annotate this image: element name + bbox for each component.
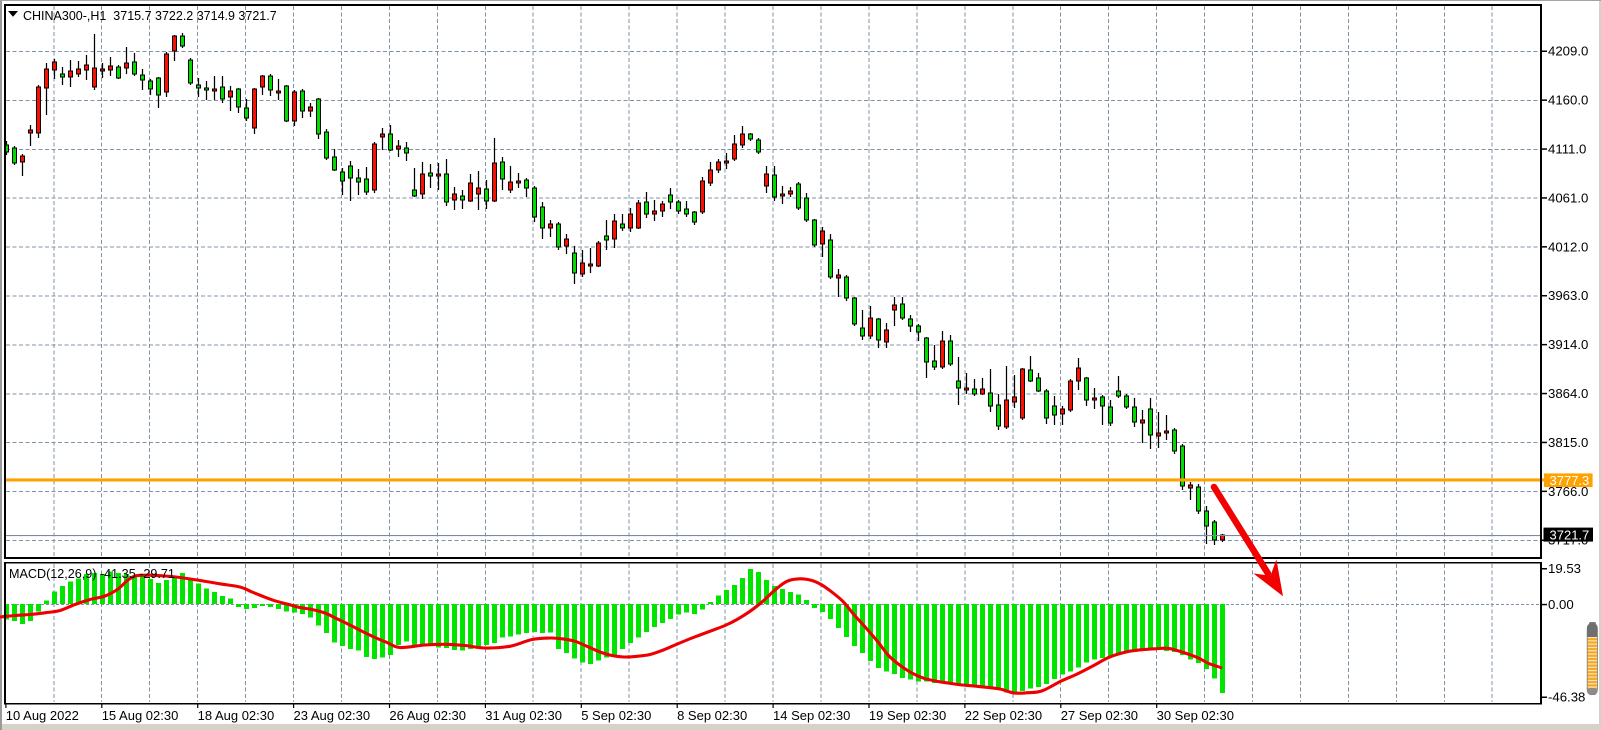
svg-text:10 Aug 2022: 10 Aug 2022: [6, 708, 79, 723]
svg-text:3815.0: 3815.0: [1548, 435, 1588, 450]
svg-text:4160.0: 4160.0: [1548, 93, 1588, 108]
svg-text:27 Sep 02:30: 27 Sep 02:30: [1061, 708, 1138, 723]
svg-text:3914.0: 3914.0: [1548, 337, 1588, 352]
svg-text:0.00: 0.00: [1548, 597, 1574, 612]
svg-text:26 Aug 02:30: 26 Aug 02:30: [389, 708, 466, 723]
svg-text:3777.3: 3777.3: [1550, 473, 1590, 488]
svg-text:8 Sep 02:30: 8 Sep 02:30: [677, 708, 747, 723]
svg-text:MACD(12,26,9) -41.35 -29.71: MACD(12,26,9) -41.35 -29.71: [9, 567, 175, 581]
svg-text:4012.0: 4012.0: [1548, 239, 1588, 254]
svg-text:15 Aug 02:30: 15 Aug 02:30: [102, 708, 179, 723]
svg-text:3721.7: 3721.7: [1550, 527, 1590, 542]
svg-text:3963.0: 3963.0: [1548, 288, 1588, 303]
svg-text:31 Aug 02:30: 31 Aug 02:30: [485, 708, 562, 723]
svg-text:18 Aug 02:30: 18 Aug 02:30: [198, 708, 275, 723]
svg-text:19.53: 19.53: [1548, 561, 1581, 576]
svg-text:22 Sep 02:30: 22 Sep 02:30: [965, 708, 1042, 723]
svg-text:4061.0: 4061.0: [1548, 190, 1588, 205]
svg-text:5 Sep 02:30: 5 Sep 02:30: [581, 708, 651, 723]
svg-text:-46.38: -46.38: [1548, 690, 1585, 705]
svg-text:14 Sep 02:30: 14 Sep 02:30: [773, 708, 850, 723]
svg-text:23 Aug 02:30: 23 Aug 02:30: [294, 708, 371, 723]
svg-text:19 Sep 02:30: 19 Sep 02:30: [869, 708, 946, 723]
svg-text:4111.0: 4111.0: [1548, 142, 1586, 157]
svg-text:3766.0: 3766.0: [1548, 484, 1588, 499]
svg-text:CHINA300-,H1 3715.7 3722.2 37: CHINA300-,H1 3715.7 3722.2 3714.9 3721.7: [23, 9, 277, 23]
svg-text:4209.0: 4209.0: [1548, 44, 1588, 59]
svg-text:3864.0: 3864.0: [1548, 386, 1588, 401]
svg-text:30 Sep 02:30: 30 Sep 02:30: [1157, 708, 1234, 723]
